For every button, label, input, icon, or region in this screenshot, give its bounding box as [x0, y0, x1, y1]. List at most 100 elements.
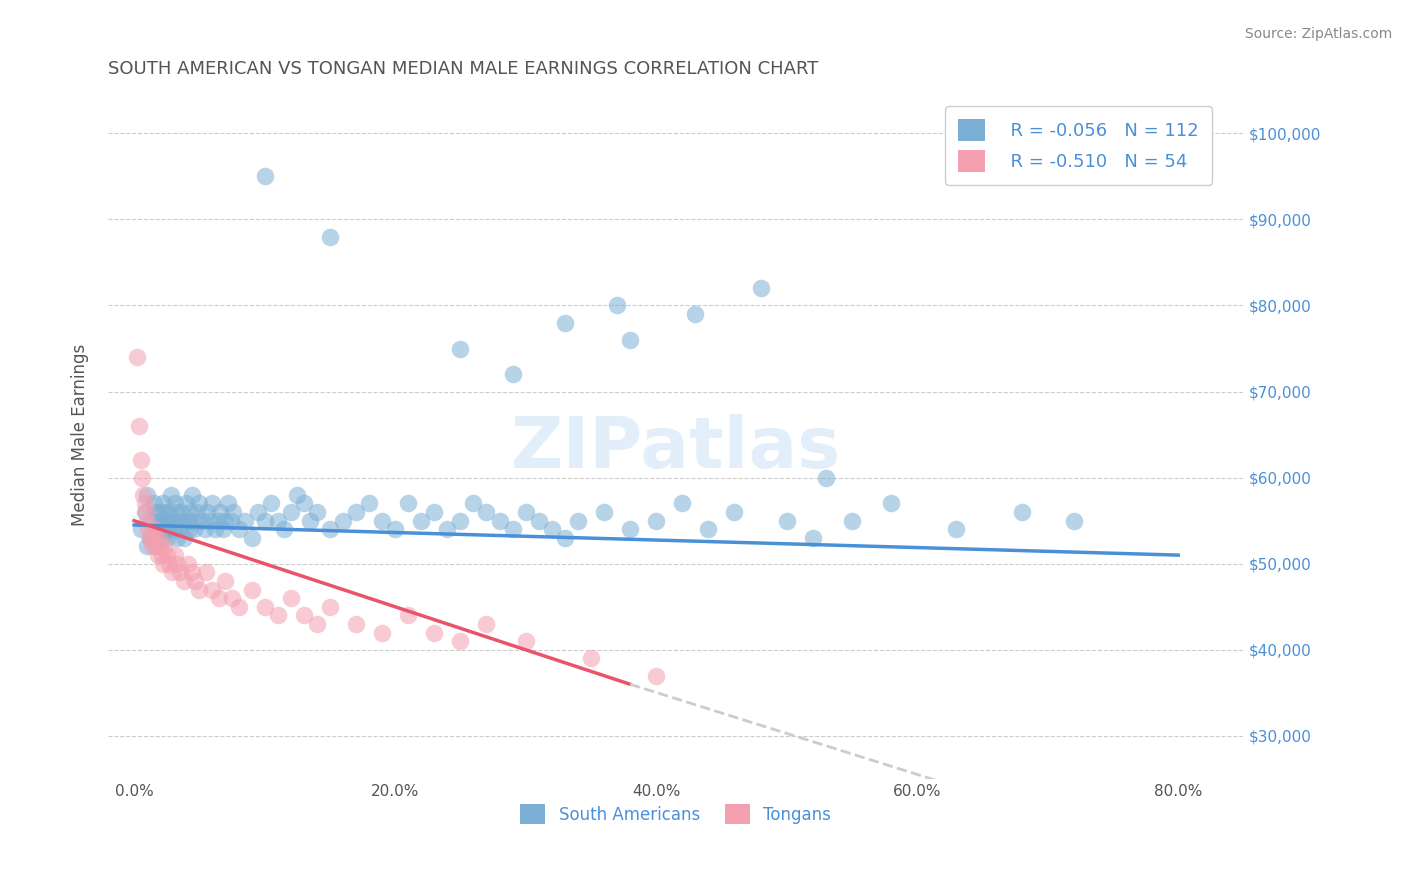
- Point: [156, 514, 179, 528]
- Point: [176, 514, 198, 528]
- Text: SOUTH AMERICAN VS TONGAN MEDIAN MALE EARNINGS CORRELATION CHART: SOUTH AMERICAN VS TONGAN MEDIAN MALE EAR…: [108, 60, 818, 78]
- Point: [173, 531, 195, 545]
- Point: [129, 522, 152, 536]
- Point: [449, 342, 471, 356]
- Point: [148, 514, 170, 528]
- Point: [167, 514, 190, 528]
- Point: [160, 566, 183, 580]
- Point: [606, 298, 628, 312]
- Point: [134, 505, 156, 519]
- Point: [214, 514, 236, 528]
- Point: [176, 557, 198, 571]
- Point: [515, 505, 537, 519]
- Point: [841, 514, 863, 528]
- Point: [153, 540, 176, 554]
- Point: [749, 281, 772, 295]
- Point: [129, 453, 152, 467]
- Point: [142, 496, 165, 510]
- Point: [396, 608, 419, 623]
- Point: [169, 566, 191, 580]
- Point: [159, 488, 181, 502]
- Point: [136, 514, 159, 528]
- Point: [371, 625, 394, 640]
- Point: [163, 548, 186, 562]
- Point: [150, 548, 173, 562]
- Point: [253, 169, 276, 184]
- Point: [194, 566, 217, 580]
- Point: [527, 514, 550, 528]
- Point: [319, 599, 342, 614]
- Point: [619, 522, 641, 536]
- Point: [645, 514, 668, 528]
- Point: [153, 522, 176, 536]
- Point: [593, 505, 616, 519]
- Point: [371, 514, 394, 528]
- Point: [177, 522, 200, 536]
- Point: [305, 617, 328, 632]
- Point: [139, 531, 162, 545]
- Point: [671, 496, 693, 510]
- Point: [125, 350, 148, 364]
- Point: [195, 505, 218, 519]
- Point: [201, 582, 224, 597]
- Point: [150, 531, 173, 545]
- Point: [145, 540, 167, 554]
- Point: [285, 488, 308, 502]
- Point: [247, 505, 270, 519]
- Point: [1011, 505, 1033, 519]
- Point: [139, 531, 162, 545]
- Point: [645, 668, 668, 682]
- Point: [217, 496, 239, 510]
- Point: [280, 505, 302, 519]
- Point: [157, 505, 180, 519]
- Point: [266, 608, 288, 623]
- Point: [423, 625, 446, 640]
- Point: [880, 496, 903, 510]
- Point: [157, 557, 180, 571]
- Point: [152, 557, 174, 571]
- Point: [179, 505, 201, 519]
- Point: [396, 496, 419, 510]
- Point: [502, 522, 524, 536]
- Point: [776, 514, 799, 528]
- Point: [156, 548, 179, 562]
- Point: [131, 470, 153, 484]
- Point: [222, 505, 245, 519]
- Point: [219, 514, 242, 528]
- Point: [155, 505, 177, 519]
- Point: [145, 540, 167, 554]
- Point: [173, 574, 195, 588]
- Point: [292, 496, 315, 510]
- Point: [184, 574, 207, 588]
- Point: [475, 505, 498, 519]
- Point: [266, 514, 288, 528]
- Point: [191, 514, 214, 528]
- Point: [945, 522, 967, 536]
- Point: [201, 496, 224, 510]
- Point: [228, 599, 250, 614]
- Point: [149, 522, 172, 536]
- Point: [344, 505, 367, 519]
- Point: [319, 229, 342, 244]
- Point: [384, 522, 406, 536]
- Point: [138, 522, 160, 536]
- Point: [463, 496, 485, 510]
- Legend: South Americans, Tongans: South Americans, Tongans: [512, 796, 839, 832]
- Point: [136, 540, 159, 554]
- Point: [488, 514, 510, 528]
- Point: [344, 617, 367, 632]
- Point: [207, 514, 229, 528]
- Point: [181, 514, 204, 528]
- Point: [305, 505, 328, 519]
- Point: [172, 514, 194, 528]
- Point: [436, 522, 458, 536]
- Point: [152, 514, 174, 528]
- Point: [723, 505, 745, 519]
- Point: [240, 582, 263, 597]
- Point: [814, 470, 837, 484]
- Point: [139, 531, 162, 545]
- Point: [567, 514, 589, 528]
- Point: [160, 514, 183, 528]
- Point: [292, 608, 315, 623]
- Point: [357, 496, 380, 510]
